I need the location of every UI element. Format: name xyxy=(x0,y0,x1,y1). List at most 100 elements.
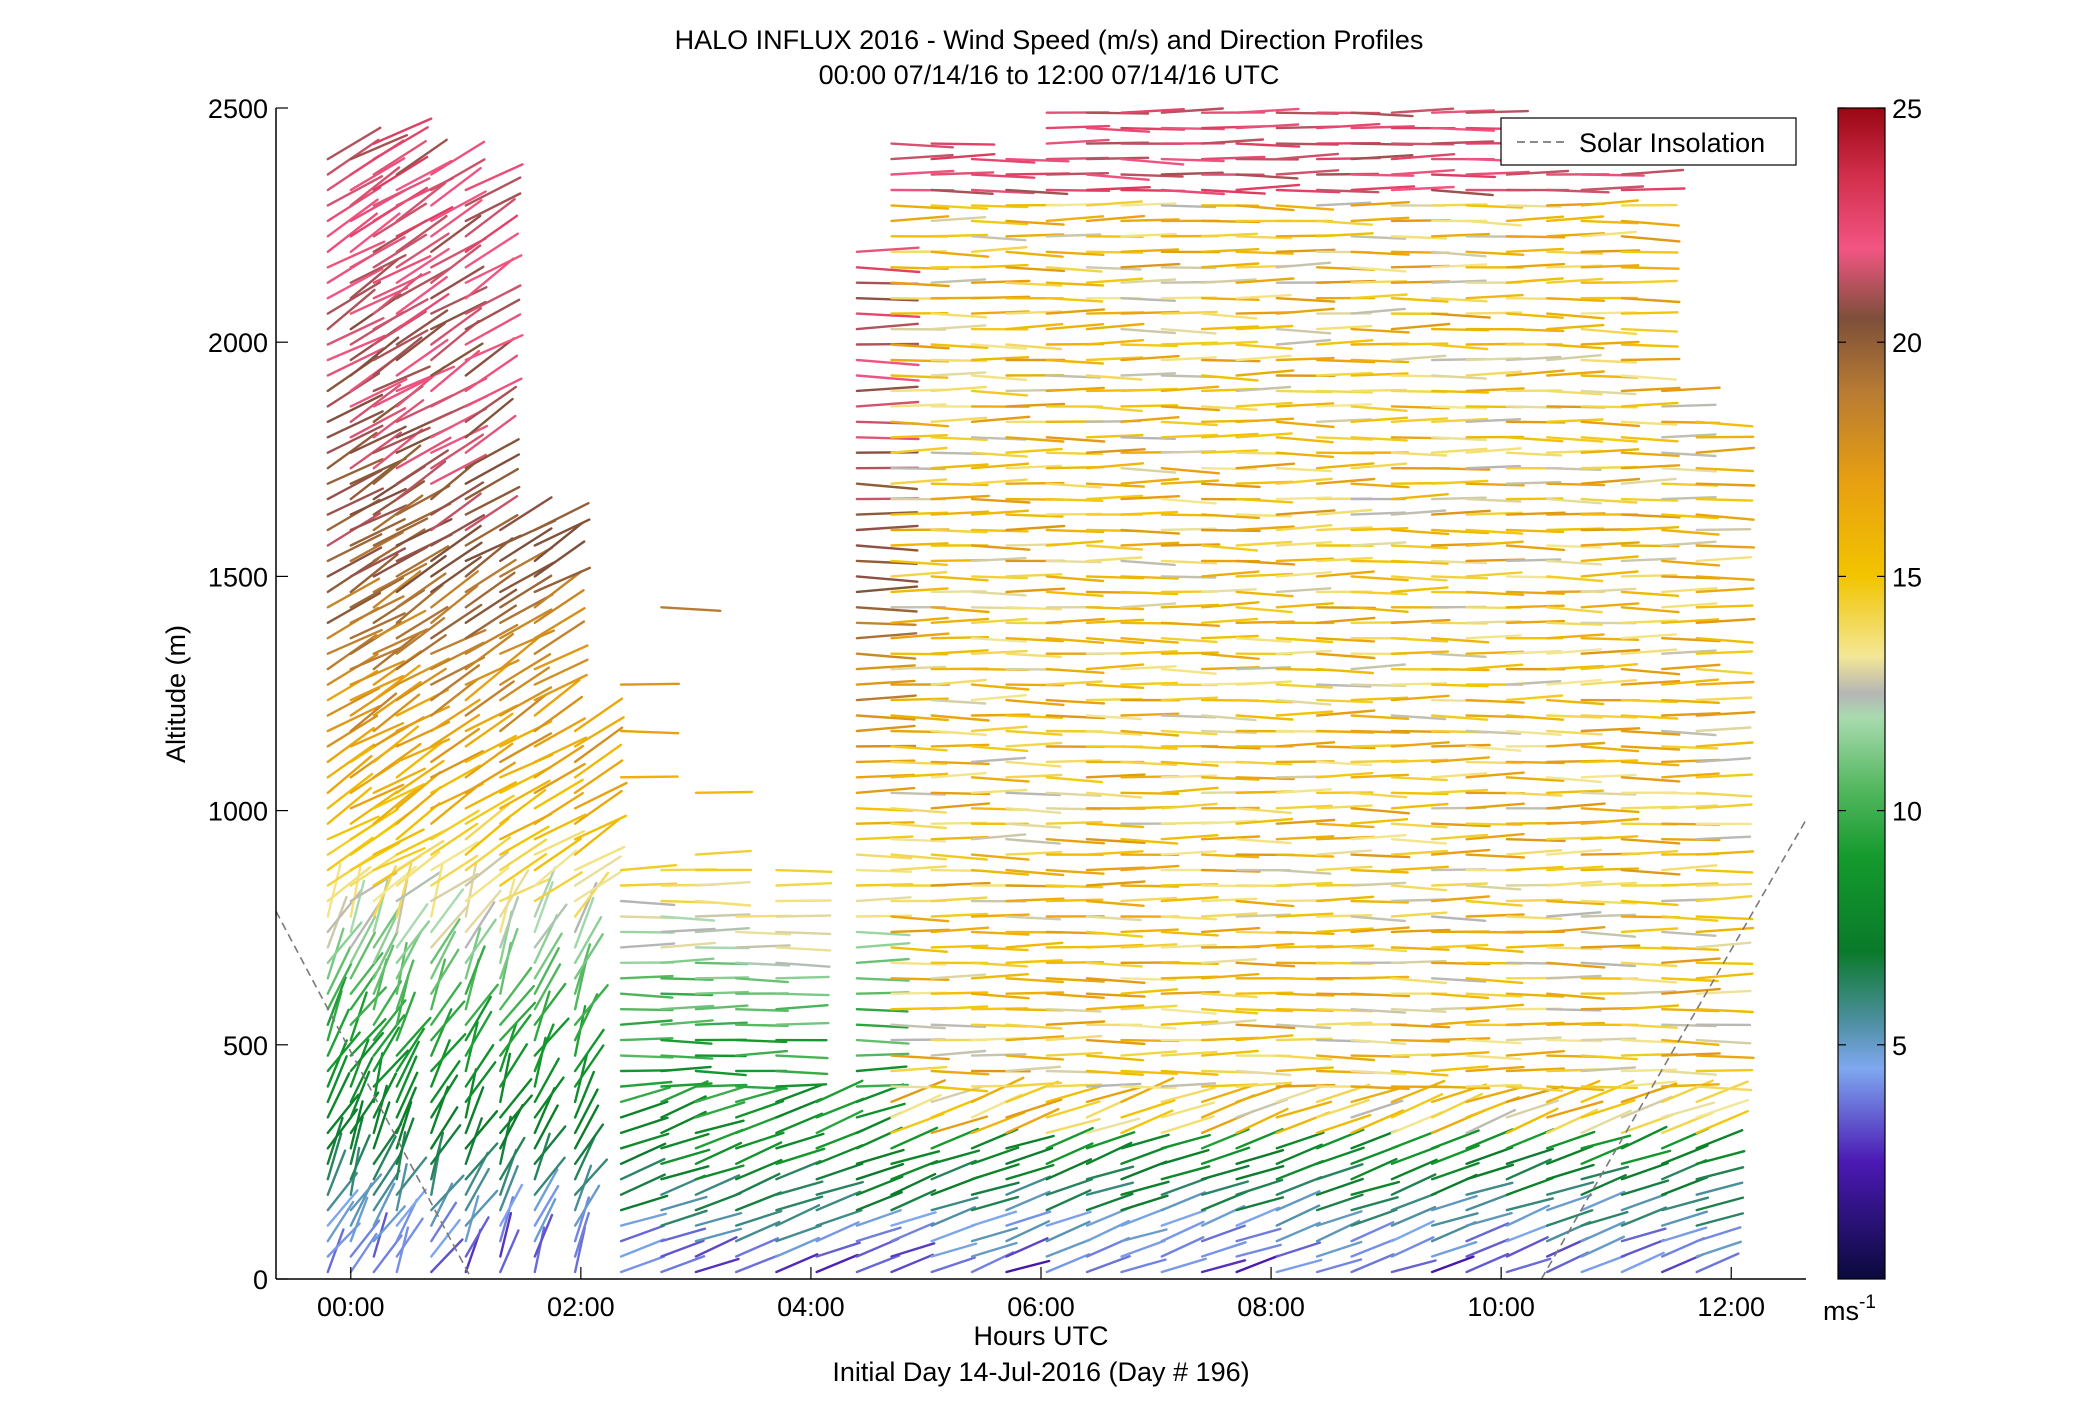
wind-barb xyxy=(1505,528,1565,534)
wind-barb xyxy=(1545,1144,1594,1166)
wind-barb xyxy=(430,918,461,964)
wind-barb xyxy=(349,487,407,516)
wind-barb xyxy=(1120,1109,1174,1135)
wind-barb xyxy=(1235,776,1295,781)
wind-barb xyxy=(1390,235,1448,240)
wind-barb xyxy=(1160,420,1219,427)
wind-barb xyxy=(1005,773,1063,779)
wind-barb xyxy=(573,1184,601,1227)
wind-barb xyxy=(1160,171,1224,176)
wind-barb xyxy=(1430,1129,1480,1150)
wind-barb xyxy=(1045,436,1106,443)
wind-barb xyxy=(1465,219,1522,227)
wind-barb xyxy=(1200,835,1261,841)
wind-barb xyxy=(855,246,920,254)
wind-barb xyxy=(326,267,384,300)
wind-barb xyxy=(1005,897,1065,903)
wind-barb xyxy=(372,365,431,393)
wind-barb xyxy=(1350,482,1410,489)
wind-barb xyxy=(499,686,553,717)
wind-barb xyxy=(499,732,553,764)
wind-barb xyxy=(1120,343,1179,348)
wind-barb xyxy=(855,606,918,613)
wind-barb xyxy=(1350,1008,1407,1014)
wind-barb xyxy=(1160,405,1221,412)
wind-barb xyxy=(1160,1220,1205,1243)
wind-barb xyxy=(735,1141,783,1166)
wind-barb xyxy=(430,514,486,547)
wind-barb xyxy=(1580,185,1645,192)
wind-barb xyxy=(970,961,1029,968)
wind-barb xyxy=(1085,556,1143,563)
wind-barb xyxy=(1430,467,1491,471)
wind-barb xyxy=(1315,371,1374,377)
wind-barb xyxy=(1200,714,1257,722)
wind-barb xyxy=(1315,508,1373,516)
wind-barb xyxy=(1120,541,1180,547)
wind-barb xyxy=(430,888,464,934)
wind-barb xyxy=(1660,957,1721,964)
wind-barb xyxy=(1580,541,1640,547)
wind-barb xyxy=(1005,698,1065,707)
wind-barb xyxy=(1620,526,1680,532)
wind-barb xyxy=(1005,1023,1063,1030)
wind-barb xyxy=(1005,1237,1049,1258)
wind-barb xyxy=(930,494,990,501)
wind-barb xyxy=(1620,776,1681,783)
wind-barb xyxy=(775,992,830,997)
wind-barb xyxy=(1695,1149,1746,1166)
wind-barb xyxy=(1005,606,1062,611)
wind-barb xyxy=(1695,680,1755,686)
wind-barb xyxy=(1545,1163,1595,1181)
wind-barb xyxy=(930,853,988,861)
wind-barb xyxy=(735,1237,779,1258)
wind-barb xyxy=(1160,1069,1219,1076)
wind-barb xyxy=(464,354,519,393)
wind-barb xyxy=(1505,729,1562,736)
wind-barb xyxy=(1160,1086,1216,1104)
wind-barb xyxy=(1505,694,1564,702)
wind-barb xyxy=(1045,714,1106,720)
wind-barb xyxy=(326,431,378,470)
wind-barb xyxy=(1275,436,1334,444)
wind-barb xyxy=(1695,961,1754,965)
wind-barb xyxy=(464,734,517,764)
wind-barb xyxy=(855,724,916,733)
wind-barb xyxy=(1200,278,1257,284)
wind-barb xyxy=(1350,606,1409,613)
wind-barb xyxy=(372,426,431,454)
wind-barb xyxy=(1120,354,1180,362)
wind-barb xyxy=(1580,1054,1639,1061)
wind-barb xyxy=(395,903,429,949)
wind-barb xyxy=(1200,1049,1259,1057)
wind-barb xyxy=(1580,835,1639,841)
wind-barb xyxy=(464,377,523,408)
wind-barb xyxy=(1430,1194,1478,1212)
wind-barb xyxy=(1545,848,1603,856)
wind-barb xyxy=(970,1181,1020,1196)
wind-barb xyxy=(1315,895,1375,903)
wind-barb xyxy=(1695,420,1754,428)
wind-barb xyxy=(326,962,353,1011)
wind-barb xyxy=(970,868,1030,876)
wind-barb xyxy=(1505,480,1562,485)
wind-barb xyxy=(1200,926,1261,934)
wind-barb xyxy=(430,307,483,346)
wind-barb xyxy=(1660,1052,1721,1057)
wind-barb xyxy=(930,1242,978,1258)
wind-barb xyxy=(464,633,514,671)
wind-barb xyxy=(573,1070,595,1119)
wind-barb xyxy=(1430,263,1488,269)
wind-barb xyxy=(1430,140,1495,145)
wind-barb xyxy=(1005,868,1065,877)
wind-barb xyxy=(1580,570,1639,578)
wind-barb xyxy=(775,914,832,918)
wind-barb xyxy=(890,1065,948,1073)
wind-barb xyxy=(775,882,833,887)
wind-barb xyxy=(1085,850,1144,856)
wind-barb xyxy=(660,606,722,612)
wind-barb xyxy=(1235,1107,1289,1135)
wind-barb xyxy=(1005,402,1066,408)
wind-barb xyxy=(1235,183,1301,192)
